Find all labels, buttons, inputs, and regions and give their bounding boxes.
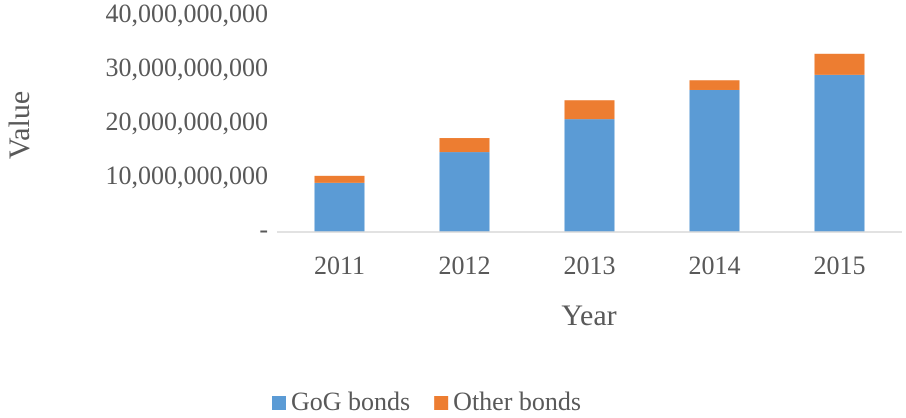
y-tick-label: 10,000,000,000 [106,161,269,190]
y-axis-title: Value [3,91,36,159]
bar-segment [564,119,615,232]
legend-swatch [272,396,286,410]
y-tick-label: 20,000,000,000 [106,107,269,136]
x-tick-label: 2014 [689,251,741,280]
bar-segment [689,80,740,90]
bar-segment [689,89,740,232]
x-tick-label: 2015 [814,251,866,280]
x-tick-label: 2013 [564,251,616,280]
legend-swatch [434,396,449,410]
legend-label: GoG bonds [291,387,410,416]
x-tick-label: 2011 [314,251,365,280]
bar-segment [439,152,490,232]
y-tick-label: - [259,215,268,244]
bar-segment [314,182,365,232]
y-tick-label: 40,000,000,000 [106,0,269,28]
x-tick-label: 2012 [439,251,491,280]
x-axis-title: Year [561,299,616,332]
bar-segment [314,175,365,183]
bar-segment [439,138,490,153]
y-tick-label: 30,000,000,000 [106,53,269,82]
legend-label: Other bonds [453,387,581,416]
bar-segment [814,74,865,232]
bar-segment [564,100,615,120]
bar-segment [814,53,865,75]
